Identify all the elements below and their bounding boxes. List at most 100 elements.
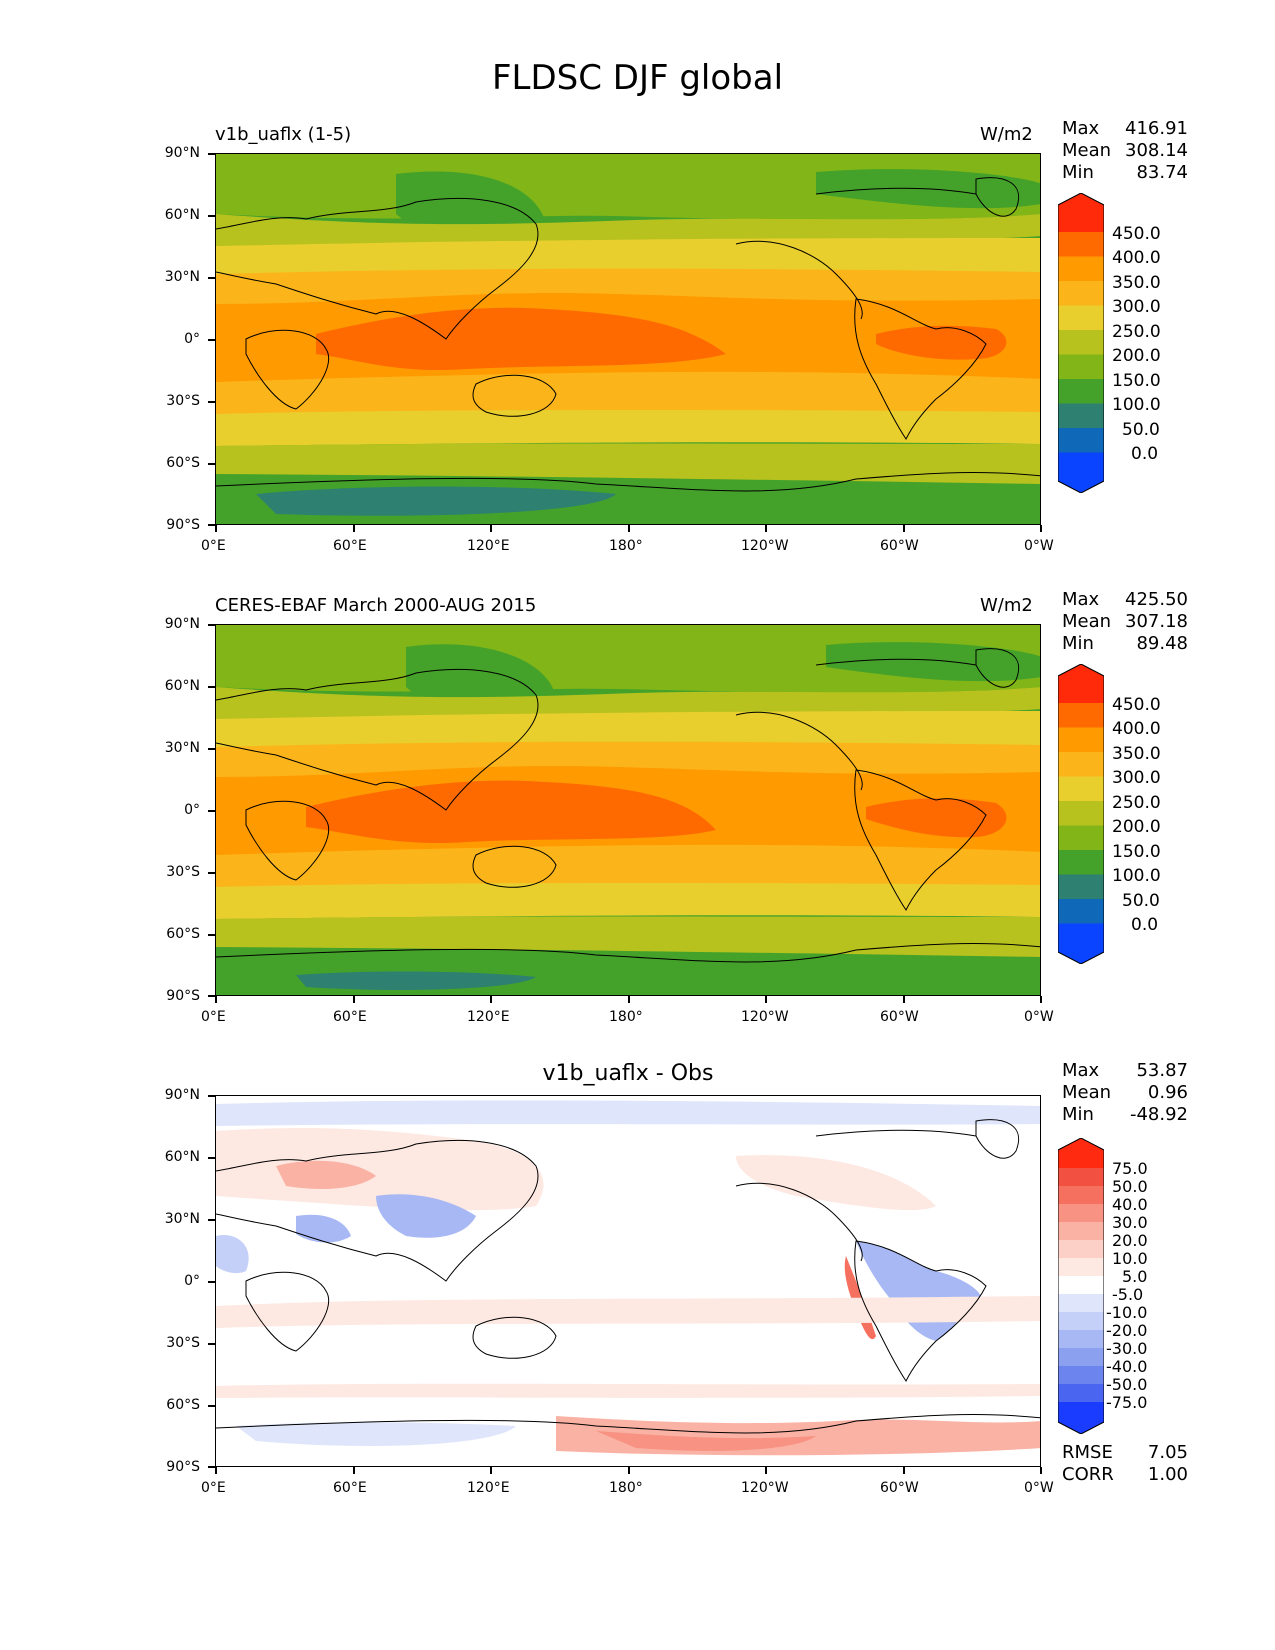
tick-mark bbox=[208, 277, 215, 279]
tick-mark bbox=[208, 1157, 215, 1159]
colorbar-label: 100.0 bbox=[1112, 866, 1161, 886]
colorbar-label: -10.0 bbox=[1106, 1303, 1148, 1322]
lat-tick-label: 90°S bbox=[166, 988, 200, 1004]
stat-mean-label: Mean bbox=[1062, 1082, 1112, 1103]
map-model-field bbox=[216, 154, 1040, 524]
lon-tick-label: 120°W bbox=[741, 1009, 789, 1025]
panel-title: v1b_uaflx - Obs bbox=[542, 1061, 714, 1086]
tick-mark bbox=[208, 153, 215, 155]
colorbar-label: 300.0 bbox=[1112, 768, 1161, 788]
corr-label: CORR bbox=[1062, 1464, 1114, 1485]
lat-tick-label: 30°S bbox=[166, 864, 200, 880]
lat-tick-label: 60°N bbox=[164, 207, 200, 223]
lon-tick-label: 0°W bbox=[1024, 538, 1054, 554]
tick-mark bbox=[628, 525, 630, 532]
lat-tick-label: 90°N bbox=[164, 1087, 200, 1103]
lat-tick-label: 30°N bbox=[164, 740, 200, 756]
tick-mark bbox=[208, 1281, 215, 1283]
units-label: W/m2 bbox=[980, 124, 1033, 145]
map-observed-flux bbox=[215, 624, 1041, 996]
units-label: W/m2 bbox=[980, 595, 1033, 616]
tick-mark bbox=[903, 1467, 905, 1474]
colorbar-label: -40.0 bbox=[1106, 1357, 1148, 1376]
tick-mark bbox=[353, 1467, 355, 1474]
tick-mark bbox=[765, 525, 767, 532]
stat-min-label: Min bbox=[1062, 633, 1094, 654]
lat-tick-label: 0° bbox=[184, 331, 200, 347]
tick-mark bbox=[490, 525, 492, 532]
lat-tick-label: 60°N bbox=[164, 1149, 200, 1165]
colorbar-label: 400.0 bbox=[1112, 248, 1161, 268]
tick-mark bbox=[208, 748, 215, 750]
tick-mark bbox=[208, 1219, 215, 1221]
colorbar-label: 450.0 bbox=[1112, 695, 1161, 715]
stat-min-label: Min bbox=[1062, 1104, 1094, 1125]
lat-tick-label: 90°S bbox=[166, 1459, 200, 1475]
lon-tick-label: 0°E bbox=[201, 538, 226, 554]
lon-tick-label: 120°E bbox=[467, 1480, 510, 1496]
colorbar-label: 50.0 bbox=[1122, 420, 1160, 440]
colorbar-observed bbox=[1057, 663, 1105, 965]
tick-mark bbox=[1040, 525, 1042, 532]
tick-mark bbox=[208, 401, 215, 403]
stat-mean-value: 308.14 bbox=[1125, 140, 1188, 161]
stat-min-label: Min bbox=[1062, 162, 1094, 183]
tick-mark bbox=[208, 1343, 215, 1345]
stat-min-value: -48.92 bbox=[1129, 1104, 1188, 1125]
lon-tick-label: 180° bbox=[609, 1480, 643, 1496]
colorbar-label: -75.0 bbox=[1106, 1393, 1148, 1412]
lon-tick-label: 60°W bbox=[880, 1480, 919, 1496]
figure-title: FLDSC DJF global bbox=[491, 58, 784, 98]
tick-mark bbox=[208, 1466, 215, 1468]
tick-mark bbox=[353, 996, 355, 1003]
colorbar-label: 100.0 bbox=[1112, 395, 1161, 415]
tick-mark bbox=[215, 1467, 217, 1474]
lon-tick-label: 0°W bbox=[1024, 1009, 1054, 1025]
corr-value: 1.00 bbox=[1147, 1464, 1188, 1485]
colorbar-label: 10.0 bbox=[1112, 1249, 1148, 1268]
lon-tick-label: 180° bbox=[609, 1009, 643, 1025]
lon-tick-label: 60°E bbox=[333, 1009, 367, 1025]
lon-tick-label: 120°E bbox=[467, 1009, 510, 1025]
stat-max-label: Max bbox=[1062, 589, 1100, 610]
lat-tick-label: 90°N bbox=[164, 616, 200, 632]
panel-title: CERES-EBAF March 2000-AUG 2015 bbox=[215, 595, 537, 616]
stat-min-value: 83.74 bbox=[1136, 162, 1188, 183]
colorbar-label: 200.0 bbox=[1112, 817, 1161, 837]
lat-tick-label: 30°S bbox=[166, 1335, 200, 1351]
stat-max-label: Max bbox=[1062, 1060, 1100, 1081]
colorbar-label: 350.0 bbox=[1112, 744, 1161, 764]
lon-tick-label: 60°E bbox=[333, 538, 367, 554]
colorbar-label: 300.0 bbox=[1112, 297, 1161, 317]
colorbar-label: 250.0 bbox=[1112, 322, 1161, 342]
tick-mark bbox=[208, 995, 215, 997]
tick-mark bbox=[208, 810, 215, 812]
colorbar-label: 150.0 bbox=[1112, 842, 1161, 862]
colorbar-label: 450.0 bbox=[1112, 224, 1161, 244]
lat-tick-label: 0° bbox=[184, 802, 200, 818]
lon-tick-label: 120°E bbox=[467, 538, 510, 554]
colorbar-observed-svg bbox=[1057, 663, 1105, 965]
tick-mark bbox=[903, 996, 905, 1003]
tick-mark bbox=[208, 463, 215, 465]
lat-tick-label: 30°N bbox=[164, 1211, 200, 1227]
colorbar-difference-svg bbox=[1057, 1137, 1105, 1435]
tick-mark bbox=[208, 1095, 215, 1097]
tick-mark bbox=[1040, 996, 1042, 1003]
stat-mean-value: 0.96 bbox=[1147, 1082, 1188, 1103]
lon-tick-label: 0°W bbox=[1024, 1480, 1054, 1496]
lat-tick-label: 30°S bbox=[166, 393, 200, 409]
map-difference bbox=[215, 1095, 1041, 1467]
tick-mark bbox=[1040, 1467, 1042, 1474]
colorbar-difference bbox=[1057, 1137, 1105, 1435]
lon-tick-label: 0°E bbox=[201, 1480, 226, 1496]
tick-mark bbox=[765, 996, 767, 1003]
tick-mark bbox=[208, 1405, 215, 1407]
colorbar-label: 400.0 bbox=[1112, 719, 1161, 739]
tick-mark bbox=[208, 624, 215, 626]
rmse-value: 7.05 bbox=[1147, 1442, 1188, 1463]
tick-mark bbox=[628, 1467, 630, 1474]
colorbar-label: 75.0 bbox=[1112, 1159, 1148, 1178]
colorbar-label: -50.0 bbox=[1106, 1375, 1148, 1394]
colorbar-label: 350.0 bbox=[1112, 273, 1161, 293]
